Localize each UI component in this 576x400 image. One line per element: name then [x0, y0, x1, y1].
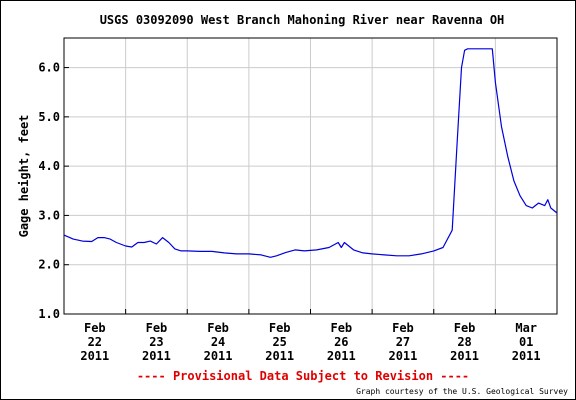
x-tick-label: Feb 28 2011: [450, 321, 479, 363]
y-axis-label: Gage height, feet: [17, 115, 31, 238]
y-tick-label: 2.0: [38, 258, 60, 272]
y-tick-label: 6.0: [38, 61, 60, 75]
y-tick-label: 3.0: [38, 208, 60, 222]
x-tick-label: Feb 23 2011: [142, 321, 171, 363]
chart-title: USGS 03092090 West Branch Mahoning River…: [100, 13, 505, 27]
x-tick-label: Feb 25 2011: [265, 321, 294, 363]
y-tick-label: 5.0: [38, 110, 60, 124]
gage-height-series-line: [63, 48, 558, 258]
axis-ticks: 1.0 2.0 3.0 4.0 5.0 6.0 Feb 22 2011 Feb 23 2011 Feb 2…: [38, 61, 540, 363]
y-tick-label: 1.0: [38, 307, 60, 321]
x-tick-label: Feb 27 2011: [388, 321, 417, 363]
y-tick-label: 4.0: [38, 159, 60, 173]
x-tick-label: Feb 22 2011: [80, 321, 109, 363]
series-layer: [63, 48, 558, 258]
provisional-data-notice: ---- Provisional Data Subject to Revisio…: [137, 369, 469, 383]
grid-lines: [64, 38, 557, 315]
x-tick-label: Mar 01 2011: [512, 321, 541, 363]
graph-credit: Graph courtesy of the U.S. Geological Su…: [356, 387, 568, 396]
x-tick-label: Feb 26 2011: [327, 321, 356, 363]
x-tick-label: Feb 24 2011: [204, 321, 233, 363]
